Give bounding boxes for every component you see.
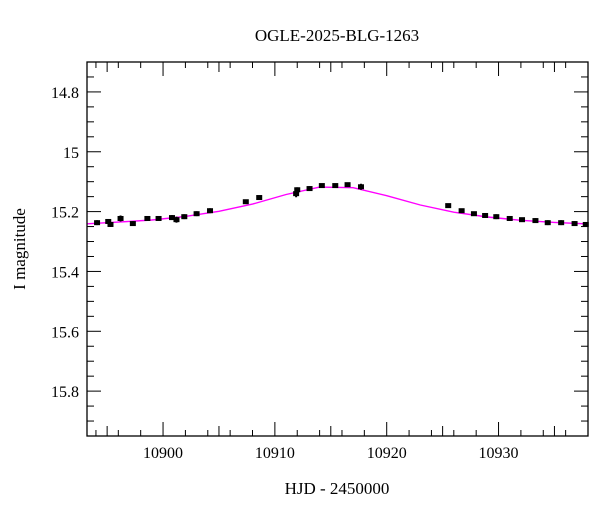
y-tick-label: 15 <box>63 145 79 162</box>
data-point <box>155 215 162 221</box>
data-point <box>144 215 151 221</box>
y-axis-label: I magnitude <box>10 208 29 290</box>
data-point <box>344 182 351 188</box>
data-point <box>181 214 188 220</box>
data-point <box>544 220 551 226</box>
chart-title: OGLE-2025-BLG-1263 <box>255 26 419 45</box>
x-tick-label: 10910 <box>255 445 295 462</box>
data-point <box>105 218 112 224</box>
data-point <box>318 183 325 189</box>
data-point <box>332 183 339 189</box>
x-tick-label: 10920 <box>367 445 407 462</box>
data-point <box>306 186 313 192</box>
data-point <box>107 221 114 227</box>
data-point <box>94 220 101 226</box>
y-tick-label: 15.8 <box>51 384 79 401</box>
x-tick-label: 10930 <box>479 445 519 462</box>
data-point <box>482 212 489 218</box>
data-point <box>582 221 589 227</box>
data-point <box>207 208 214 214</box>
data-point <box>493 214 500 220</box>
data-point <box>571 221 578 227</box>
data-point <box>129 221 136 227</box>
y-tick-label: 14.8 <box>51 85 79 102</box>
y-tick-label: 15.4 <box>51 264 79 281</box>
plot-frame <box>86 61 589 437</box>
data-point <box>256 195 263 201</box>
data-point <box>294 187 301 193</box>
y-tick-label: 15.2 <box>51 205 79 222</box>
data-point <box>193 211 200 217</box>
x-tick-label: 10900 <box>143 445 183 462</box>
data-point <box>458 208 465 214</box>
data-point <box>357 184 364 190</box>
data-point <box>293 191 300 197</box>
data-point <box>117 215 124 221</box>
data-point <box>506 215 513 221</box>
data-point <box>173 217 180 223</box>
data-point <box>519 217 526 223</box>
data-point <box>532 218 539 224</box>
axis-ticks: 10900 10910 10920 10930 14.8 15 15.2 15.4 15.6 15… <box>51 61 589 462</box>
data-points-layer <box>94 182 589 227</box>
data-point <box>242 199 249 205</box>
data-point <box>470 211 477 217</box>
x-axis-label: HJD - 2450000 <box>285 479 390 498</box>
data-point <box>445 203 452 209</box>
y-tick-label: 15.6 <box>51 324 79 341</box>
data-point <box>558 220 565 226</box>
data-point <box>168 215 175 221</box>
